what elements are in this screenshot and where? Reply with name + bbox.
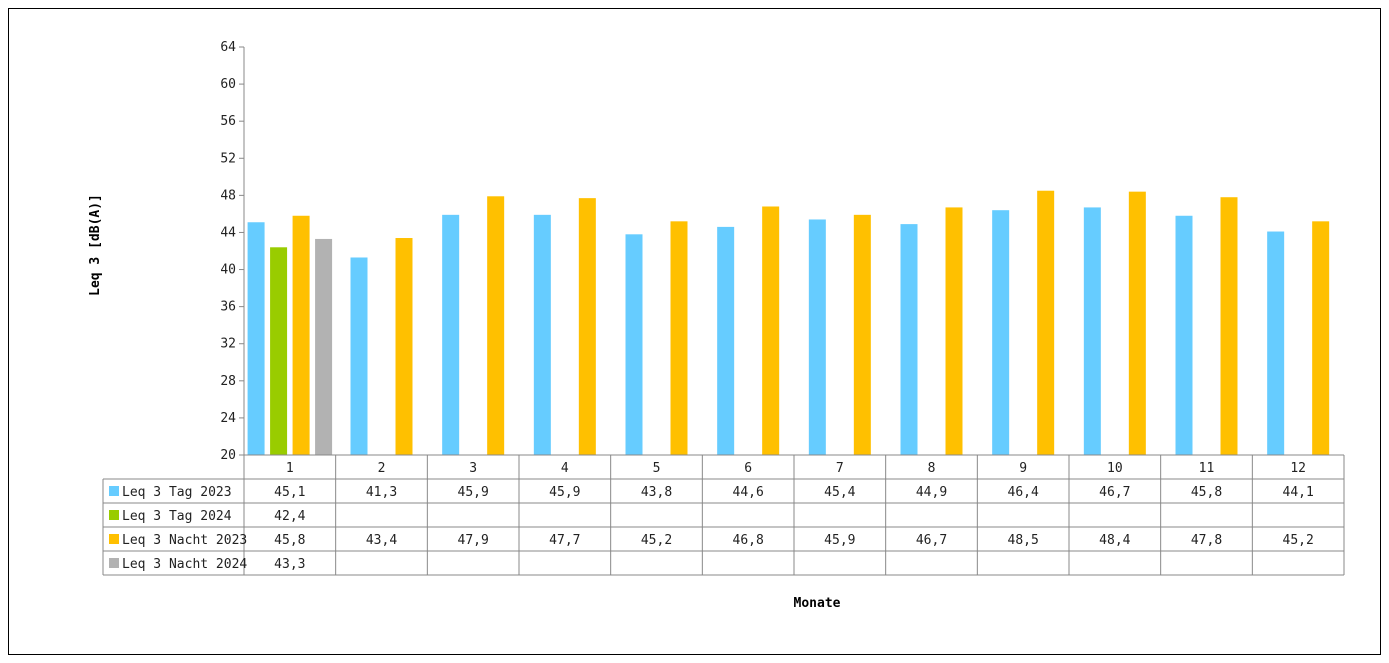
bar <box>1128 191 1146 455</box>
table-cell-value: 45,9 <box>549 485 580 500</box>
table-cell-value: 48,4 <box>1099 533 1130 548</box>
bar <box>533 214 551 455</box>
table-cell-value: 45,9 <box>824 533 855 548</box>
y-axis-title: Leq 3 [dB(A)] <box>88 194 103 296</box>
table-cell-value: 45,8 <box>1191 485 1222 500</box>
table-cell-value: 41,3 <box>366 485 397 500</box>
table-cell-value: 45,2 <box>1283 533 1314 548</box>
x-tick-label: 5 <box>653 461 661 476</box>
legend-entry: Leq 3 Nacht 2023 <box>122 533 247 548</box>
bar <box>442 214 460 455</box>
chart-frame: 20 24 28 32 36 40 44 48 52 56 60 64 1 2 3 4 5 6 7 8 9 10 11 12… <box>8 8 1381 655</box>
table-cell-value: 44,6 <box>733 485 764 500</box>
y-tick-label: 44 <box>220 225 236 240</box>
bar <box>1037 190 1055 455</box>
bar <box>350 257 368 455</box>
bar <box>900 224 918 455</box>
table-cell-value: 46,7 <box>1099 485 1130 500</box>
x-tick-label: 6 <box>744 461 752 476</box>
bar <box>808 219 826 455</box>
x-tick-label: 4 <box>561 461 569 476</box>
bar <box>1175 215 1193 455</box>
bar <box>762 206 780 455</box>
table-cell-value: 45,9 <box>458 485 489 500</box>
y-tick-label: 36 <box>220 300 236 315</box>
x-tick-label: 10 <box>1107 461 1123 476</box>
table-cell-value: 45,8 <box>274 533 305 548</box>
bar <box>270 247 288 455</box>
x-tick-label: 9 <box>1019 461 1027 476</box>
table-cell-value: 43,4 <box>366 533 397 548</box>
bars <box>247 190 1330 456</box>
x-tick-label: 8 <box>928 461 936 476</box>
table-cell-value: 48,5 <box>1008 533 1039 548</box>
legend-entry: Leq 3 Tag 2024 <box>122 509 232 524</box>
bar <box>247 222 265 455</box>
table-cell-value: 43,8 <box>641 485 672 500</box>
y-tick-label: 52 <box>220 151 236 166</box>
table-cell-value: 46,8 <box>733 533 764 548</box>
y-tick-label: 28 <box>220 374 236 389</box>
table-cell-value: 45,1 <box>274 485 305 500</box>
y-tick-label: 32 <box>220 337 236 352</box>
y-tick-label: 20 <box>220 448 236 463</box>
table-cell-value: 46,4 <box>1008 485 1039 500</box>
table-cell-value: 45,2 <box>641 533 672 548</box>
table-cell-value: 47,7 <box>549 533 580 548</box>
y-tick-label: 48 <box>220 188 236 203</box>
legend-swatch <box>109 534 119 544</box>
bar <box>1220 197 1238 455</box>
bar <box>992 210 1010 455</box>
bar <box>945 207 963 455</box>
y-axis: 20 24 28 32 36 40 44 48 52 56 60 64 <box>220 40 245 463</box>
bar <box>717 226 735 455</box>
y-tick-label: 56 <box>220 114 236 129</box>
legend-entry: Leq 3 Tag 2023 <box>122 485 232 500</box>
bar <box>1267 231 1285 455</box>
x-tick-label: 11 <box>1199 461 1215 476</box>
bar <box>1083 207 1101 455</box>
table-cell-value: 44,1 <box>1283 485 1314 500</box>
table-cell-value: 42,4 <box>274 509 305 524</box>
table-cell-value: 45,4 <box>824 485 855 500</box>
x-tick-label: 7 <box>836 461 844 476</box>
bar <box>1312 221 1330 455</box>
x-tick-label: 1 <box>286 461 294 476</box>
x-axis-title: Monate <box>794 596 841 611</box>
x-tick-label: 2 <box>378 461 386 476</box>
table-cell-value: 47,8 <box>1191 533 1222 548</box>
bar <box>578 198 596 456</box>
table-cell-value: 47,9 <box>458 533 489 548</box>
table-cell-value: 43,3 <box>274 557 305 572</box>
bar <box>315 238 333 455</box>
legend-swatch <box>109 486 119 496</box>
bar <box>625 234 643 455</box>
y-tick-label: 24 <box>220 411 236 426</box>
y-tick-label: 60 <box>220 77 236 92</box>
bar <box>853 214 871 455</box>
bar <box>487 196 505 456</box>
y-tick-label: 64 <box>220 40 236 55</box>
bar <box>670 221 688 455</box>
legend-swatch <box>109 510 119 520</box>
y-tick-label: 40 <box>220 263 236 278</box>
x-tick-label: 12 <box>1290 461 1306 476</box>
bar <box>395 238 413 455</box>
legend-swatch <box>109 558 119 568</box>
bar <box>292 215 310 455</box>
x-tick-label: 3 <box>469 461 477 476</box>
table-cell-value: 44,9 <box>916 485 947 500</box>
table-cell-value: 46,7 <box>916 533 947 548</box>
legend-entry: Leq 3 Nacht 2024 <box>122 557 247 572</box>
